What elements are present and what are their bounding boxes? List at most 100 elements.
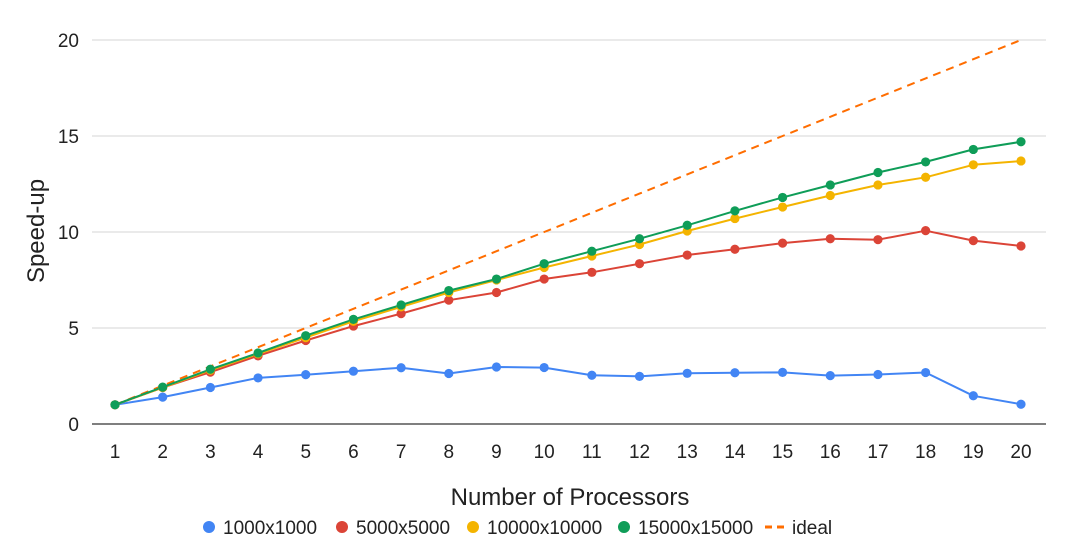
point-15000x15000-19 [968,144,978,155]
point-10000x10000-20 [1016,156,1026,166]
legend-swatch-1000x1000 [203,521,215,533]
point-1000x1000-18 [921,367,931,378]
x-tick-label: 19 [963,442,984,463]
point-15000x15000-9 [491,274,502,284]
point-15000x15000-8 [444,285,454,296]
y-axis-title: Speed-up [23,179,50,283]
point-15000x15000-18 [921,157,931,167]
x-tick-label: 7 [396,442,407,463]
point-15000x15000-3 [205,364,215,374]
x-axis-title: Number of Processors [451,484,690,511]
point-5000x5000-20 [1016,241,1026,251]
point-1000x1000-16 [825,371,835,381]
point-5000x5000-9 [491,287,502,298]
point-15000x15000-16 [825,180,835,190]
point-15000x15000-2 [158,382,168,392]
point-5000x5000-14 [730,244,740,254]
series-line-15000x15000 [114,140,1022,406]
point-15000x15000-17 [873,167,883,178]
y-tick-label: 15 [58,127,79,148]
legend-label-15000x15000: 15000x15000 [638,518,753,539]
x-tick-label: 14 [724,442,746,463]
point-1000x1000-15 [777,367,788,377]
legend-swatch-5000x5000 [336,521,348,533]
point-1000x1000-4 [253,373,263,383]
x-tick-label: 9 [491,442,502,463]
x-axis-ticks: 1 2 3 4 5 6 7 8 9 10 11 12 13 14 15 16 17 18 19 20 [110,442,1032,463]
point-1000x1000-7 [396,363,406,373]
point-15000x15000-20 [1016,137,1026,147]
point-1000x1000-14 [730,368,740,378]
point-15000x15000-13 [682,220,692,230]
series-markers [110,137,1026,410]
point-1000x1000-12 [634,371,645,381]
point-15000x15000-12 [634,234,645,244]
x-tick-label: 16 [820,442,841,463]
series-line-ideal [114,39,1022,406]
series-line-5000x5000 [114,229,1022,406]
legend-label-5000x5000: 5000x5000 [356,518,450,539]
x-tick-label: 18 [915,442,936,463]
point-5000x5000-17 [873,235,883,245]
point-10000x10000-15 [777,202,788,212]
point-5000x5000-8 [444,295,454,305]
x-tick-label: 17 [867,442,888,463]
x-tick-label: 3 [205,442,216,463]
legend-label-1000x1000: 1000x1000 [223,518,317,539]
legend-swatch-10000x10000 [467,521,479,533]
x-tick-label: 8 [444,442,455,463]
point-5000x5000-15 [777,238,788,248]
x-tick-label: 12 [629,442,650,463]
point-15000x15000-4 [253,348,263,358]
point-5000x5000-19 [968,236,978,246]
point-15000x15000-6 [348,314,359,324]
y-tick-label: 0 [68,415,79,436]
point-5000x5000-7 [396,309,406,319]
legend: 1000x1000 5000x5000 10000x10000 15000x15000… [203,518,832,539]
series-line-1000x1000 [114,366,1022,406]
point-15000x15000-5 [301,331,311,341]
gridlines [92,39,1046,425]
point-10000x10000-16 [825,190,835,201]
point-1000x1000-17 [873,369,883,380]
point-1000x1000-2 [158,392,168,402]
point-10000x10000-19 [968,160,978,170]
x-tick-label: 20 [1010,442,1031,463]
y-tick-label: 5 [68,319,79,340]
x-tick-label: 2 [157,442,168,463]
point-1000x1000-6 [348,366,359,376]
point-1000x1000-13 [682,368,692,378]
x-tick-label: 10 [534,442,555,463]
y-axis-ticks: 0 5 10 15 20 [58,31,79,436]
point-10000x10000-17 [873,180,883,190]
point-1000x1000-8 [444,368,454,379]
point-5000x5000-10 [539,274,549,284]
point-5000x5000-16 [825,234,835,244]
x-tick-label: 1 [110,442,121,463]
point-1000x1000-10 [539,362,549,373]
point-1000x1000-20 [1016,399,1026,409]
point-10000x10000-18 [921,172,931,182]
series-line-10000x10000 [114,160,1022,406]
x-tick-label: 5 [300,442,311,463]
point-5000x5000-12 [634,259,645,269]
point-5000x5000-11 [587,267,597,277]
point-1000x1000-9 [491,362,502,372]
point-15000x15000-11 [587,246,597,256]
y-tick-label: 20 [58,31,79,52]
x-tick-label: 13 [677,442,698,463]
y-tick-label: 10 [58,223,79,244]
x-tick-label: 11 [582,442,602,463]
point-15000x15000-1 [110,400,120,410]
point-15000x15000-15 [777,192,788,203]
point-5000x5000-18 [921,226,931,236]
legend-swatch-15000x15000 [618,521,630,533]
x-tick-label: 4 [253,442,264,463]
point-1000x1000-3 [205,382,215,393]
point-15000x15000-14 [730,206,740,216]
x-tick-label: 15 [772,442,793,463]
point-5000x5000-13 [682,250,692,260]
legend-label-10000x10000: 10000x10000 [487,518,602,539]
point-1000x1000-19 [968,391,978,401]
